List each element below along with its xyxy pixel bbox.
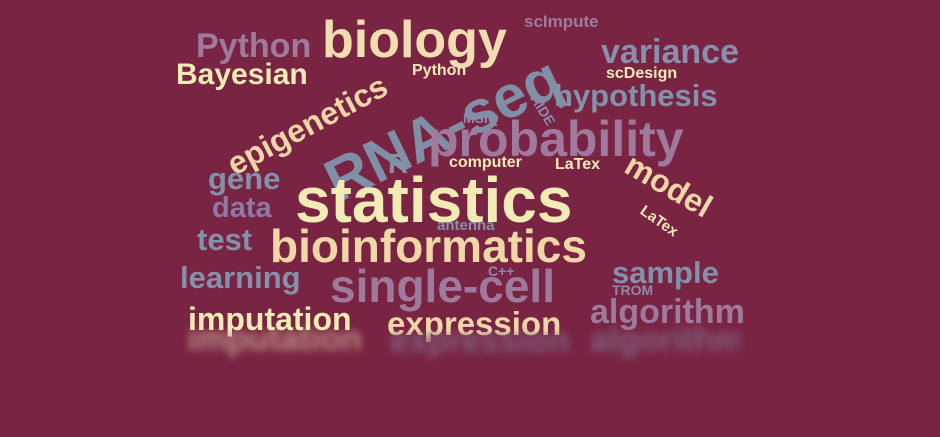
- reflection-algorithm: algorithm: [590, 326, 740, 358]
- word-sample: sample: [612, 255, 719, 290]
- word-scimpute: scImpute: [524, 12, 599, 31]
- word-r: R: [388, 148, 409, 179]
- reflection-expression: expression: [390, 326, 570, 358]
- word-statistics: statistics: [295, 164, 573, 236]
- word-scdesign: scDesign: [606, 65, 678, 82]
- word-data: data: [212, 192, 272, 224]
- word-probability: probability: [428, 111, 684, 167]
- word-gene: gene: [208, 161, 281, 196]
- word-python-large: Python: [196, 27, 312, 65]
- word-biology: biology: [322, 11, 507, 69]
- word-hypothesis: hypothesis: [554, 78, 718, 113]
- word-cpp: C++: [488, 263, 515, 279]
- word-trom: TROM: [612, 282, 654, 298]
- word-single-cell: single-cell: [330, 260, 555, 312]
- word-variance: variance: [601, 33, 739, 71]
- word-algorithm: algorithm: [590, 293, 745, 331]
- word-test: test: [197, 222, 253, 257]
- word-latex-top: LaTex: [555, 156, 601, 173]
- word-msiq: MSIQ: [463, 110, 499, 126]
- blurred-reflection: imputation expression algorithm: [180, 326, 740, 358]
- word-computer: computer: [449, 154, 522, 171]
- word-antenna: antenna: [437, 217, 495, 234]
- word-bayesian: Bayesian: [176, 58, 308, 91]
- word-python-small: Python: [412, 62, 467, 79]
- word-bioinformatics: bioinformatics: [270, 220, 587, 272]
- word-imputation: imputation: [188, 301, 352, 337]
- word-learning: learning: [180, 260, 301, 295]
- bottom-fade-overlay: [0, 330, 940, 437]
- reflection-imputation: imputation: [188, 326, 362, 358]
